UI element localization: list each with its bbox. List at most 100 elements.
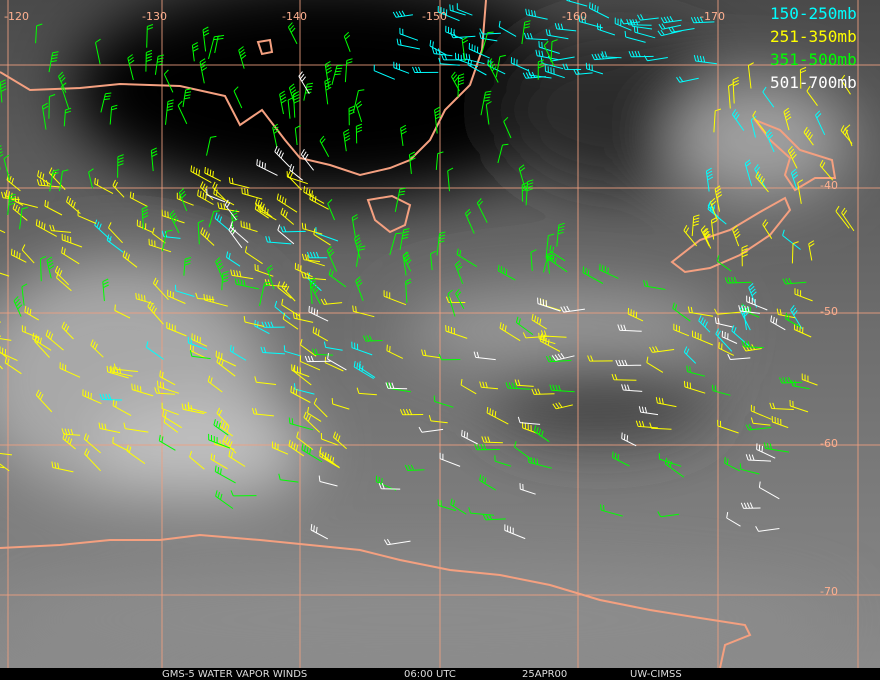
wind-barb: [61, 428, 81, 436]
wind-barb: [643, 280, 666, 290]
wind-barb: [215, 350, 237, 367]
wind-barb: [621, 384, 643, 392]
wind-barb: [356, 387, 377, 396]
wind-barb: [280, 226, 306, 233]
wind-barb: [136, 219, 154, 234]
wind-barb: [48, 167, 66, 190]
wind-barb: [298, 71, 310, 94]
wind-barb: [300, 338, 317, 357]
wind-barb: [0, 272, 10, 277]
wind-barb: [281, 298, 300, 317]
wind-barb: [539, 335, 561, 352]
wind-barb: [265, 236, 292, 245]
wind-barb: [106, 365, 129, 379]
wind-barb: [742, 344, 762, 352]
wind-barb: [303, 186, 325, 204]
wind-barb: [399, 27, 419, 41]
wind-barb: [292, 364, 312, 386]
wind-barb: [750, 404, 772, 420]
wind-barb: [545, 233, 555, 259]
wind-barb: [740, 502, 761, 509]
wind-barb: [145, 341, 165, 360]
wind-barb: [354, 234, 362, 259]
wind-barb: [243, 316, 265, 327]
legend-entry: 150-250mb: [770, 4, 857, 23]
wind-barb: [434, 106, 442, 134]
wind-barb: [49, 169, 60, 192]
wind-barb: [197, 219, 204, 245]
wind-barb: [135, 292, 154, 305]
wind-barb: [289, 164, 304, 181]
wind-barb: [63, 107, 72, 127]
wind-barb: [479, 381, 499, 390]
wind-barb: [326, 246, 338, 272]
wind-barb: [538, 332, 556, 345]
wind-barb: [573, 68, 593, 75]
wind-barb: [597, 23, 616, 36]
wind-barb: [841, 207, 855, 232]
longitude-label: -150: [422, 10, 447, 23]
wind-barb: [454, 260, 464, 284]
legend-entry: 351-500mb: [770, 50, 857, 69]
wind-barb: [447, 167, 454, 192]
wind-barb: [238, 46, 247, 69]
wind-barb: [21, 244, 35, 264]
wind-barb: [549, 384, 575, 393]
wind-barb: [299, 355, 321, 371]
wind-barb: [48, 94, 56, 119]
wind-barb: [286, 171, 308, 185]
wind-barb: [399, 228, 410, 250]
wind-barb: [797, 179, 804, 204]
wind-barb: [556, 222, 565, 247]
wind-barb: [601, 51, 622, 59]
wind-barb: [587, 355, 613, 362]
wind-barb: [161, 229, 173, 252]
wind-barb: [724, 457, 741, 472]
wind-barb: [771, 415, 789, 429]
wind-barb: [35, 389, 53, 413]
wind-barb: [782, 229, 801, 250]
wind-barb: [690, 16, 715, 24]
wind-barb: [206, 135, 217, 156]
wind-barb: [323, 341, 343, 351]
wind-barb: [108, 222, 123, 244]
wind-barb: [318, 475, 338, 487]
wind-barb: [182, 88, 192, 108]
wind-barb: [163, 69, 174, 93]
wind-barb: [549, 245, 566, 262]
wind-barb: [147, 300, 164, 325]
wind-barb: [296, 431, 314, 450]
wind-barb: [114, 304, 131, 319]
wind-barb: [756, 443, 776, 459]
wind-barb: [479, 32, 498, 42]
wind-barb: [514, 379, 534, 387]
wind-barb: [41, 102, 49, 130]
wind-barb: [672, 302, 691, 322]
wind-barb: [39, 255, 47, 282]
wind-barb: [445, 325, 468, 339]
wind-barb: [82, 389, 102, 405]
wind-barb: [769, 402, 794, 410]
wind-barb: [303, 82, 314, 101]
footer-source: UW-CIMSS: [630, 669, 682, 680]
wind-barb: [519, 483, 536, 495]
wind-barb: [240, 220, 258, 233]
wind-barb: [353, 361, 374, 380]
wind-barb: [280, 207, 295, 225]
wind-barb: [445, 25, 463, 40]
wind-barb: [487, 58, 499, 83]
wind-barb: [692, 330, 713, 346]
wind-barb: [174, 284, 195, 297]
wind-barb: [95, 38, 101, 65]
wind-barb: [515, 316, 534, 336]
wind-barb: [148, 238, 172, 253]
wind-barb: [485, 101, 492, 125]
wind-barb: [152, 277, 169, 301]
wind-barb: [383, 290, 407, 306]
wind-barb: [421, 349, 441, 359]
wind-barb: [216, 407, 230, 427]
wind-barb: [88, 168, 94, 189]
wind-barb: [525, 8, 548, 20]
wind-barb: [537, 59, 545, 80]
